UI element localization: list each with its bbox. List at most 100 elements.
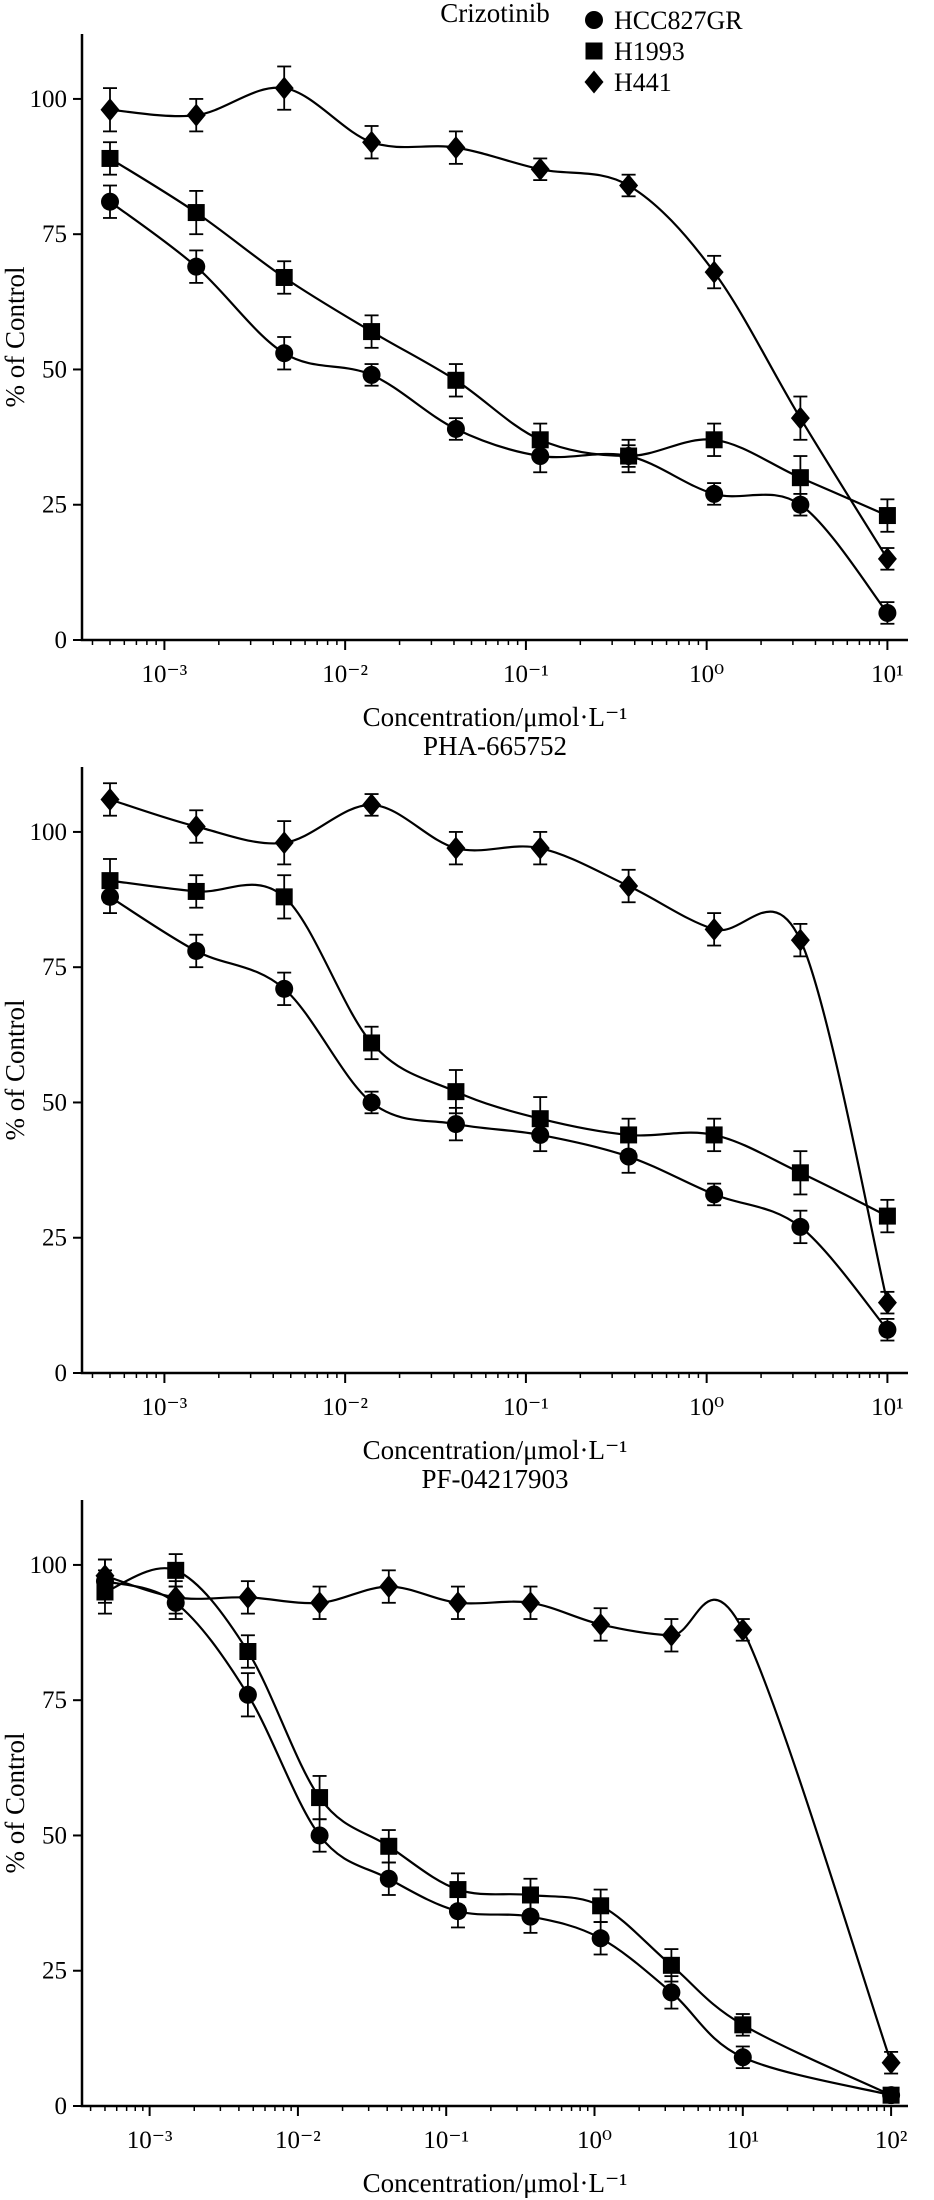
x-tick-label: 10¹ (871, 661, 904, 688)
square-marker-icon (592, 1897, 610, 1915)
diamond-marker-icon (877, 1291, 897, 1315)
square-marker-icon (705, 431, 723, 449)
diamond-marker-icon (310, 1591, 330, 1615)
x-tick-label: 10⁻¹ (503, 1394, 549, 1421)
chart-crizotinib: Crizotinib 0 25 50 75 100 10⁻³ 10⁻² 10⁻¹ 10⁰ 10¹ Co… (0, 0, 908, 732)
diamond-marker-icon (661, 1623, 681, 1647)
y-axis-label: % of Control (0, 267, 30, 408)
circle-marker-icon (878, 1320, 897, 1339)
circle-marker-icon (238, 1685, 257, 1704)
circle-marker-icon (362, 1093, 381, 1112)
diamond-marker-icon (591, 1612, 611, 1636)
y-tick-label: 100 (30, 86, 68, 113)
diamond-marker-icon (448, 1591, 468, 1615)
diamond-marker-icon (100, 98, 120, 122)
fit-curve-H441 (109, 798, 889, 1303)
legend-square-icon (585, 42, 603, 60)
square-marker-icon (662, 1956, 680, 1974)
circle-marker-icon (187, 257, 206, 276)
diamond-marker-icon (95, 1564, 115, 1588)
y-tick-label: 50 (42, 1822, 67, 1849)
square-marker-icon (447, 371, 465, 389)
x-tick-label: 10⁻¹ (423, 2127, 469, 2154)
diamond-marker-icon (274, 831, 294, 855)
square-marker-icon (380, 1837, 398, 1855)
y-axis-label: % of Control (0, 1733, 30, 1874)
y-tick-label: 25 (42, 492, 67, 519)
circle-marker-icon (446, 419, 465, 438)
fit-curve-HCC827GR (109, 200, 889, 614)
fit-curve-H1993 (109, 157, 888, 517)
y-tick-label: 75 (42, 1687, 67, 1714)
chart-pha-665752: PHA-665752 0 25 50 75 100 10⁻³ 10⁻² 10⁻¹ 10⁰ 10¹ Co… (0, 733, 908, 1465)
square-marker-icon (620, 1126, 638, 1144)
square-marker-icon (275, 268, 293, 286)
diamond-marker-icon (790, 406, 810, 430)
diamond-marker-icon (704, 917, 724, 941)
square-marker-icon (791, 1164, 809, 1182)
square-marker-icon (620, 447, 638, 465)
x-axis-label: Concentration/μmol·L⁻¹ (363, 702, 628, 732)
y-tick-label: 75 (42, 954, 67, 981)
panel-crizotinib: Crizotinib 0 25 50 75 100 10⁻³ 10⁻² 10⁻¹ 10⁰ 10¹ Co… (0, 0, 934, 733)
circle-marker-icon (705, 484, 724, 503)
square-marker-icon (363, 323, 381, 341)
diamond-marker-icon (166, 1585, 186, 1609)
square-marker-icon (791, 469, 809, 487)
x-tick-label: 10⁻² (275, 2127, 321, 2154)
diamond-marker-icon (520, 1591, 540, 1615)
fit-curve-H441 (109, 86, 889, 560)
circle-marker-icon (733, 2048, 752, 2067)
circle-marker-icon (878, 603, 897, 622)
square-marker-icon (882, 2086, 900, 2104)
chart-title: PF-04217903 (421, 1466, 568, 1494)
square-marker-icon (878, 507, 896, 525)
fit-curve-H1993 (104, 1567, 892, 2097)
square-marker-icon (705, 1126, 723, 1144)
legend-circle-icon (585, 11, 603, 29)
axis-spines (80, 34, 908, 642)
chart-pf-04217903: PF-04217903 0 25 50 75 100 10⁻³ 10⁻² 10⁻¹ 10⁰ 10¹ 1… (0, 1466, 908, 2198)
circle-marker-icon (791, 1217, 810, 1236)
x-tick-label: 10⁰ (689, 661, 724, 688)
y-tick-label: 100 (30, 1552, 68, 1579)
square-marker-icon (363, 1034, 381, 1052)
diamond-marker-icon (733, 1618, 753, 1642)
diamond-marker-icon (790, 928, 810, 952)
diamond-marker-icon (704, 260, 724, 284)
y-axis-label: % of Control (0, 1000, 30, 1141)
square-marker-icon (449, 1881, 467, 1899)
square-marker-icon (531, 431, 549, 449)
y-tick-label: 75 (42, 221, 67, 248)
circle-marker-icon (705, 1185, 724, 1204)
diamond-marker-icon (186, 103, 206, 127)
legend-label: H441 (614, 68, 672, 97)
square-marker-icon (734, 2016, 752, 2034)
square-marker-icon (239, 1643, 257, 1660)
chart-title: Crizotinib (440, 0, 550, 28)
diamond-marker-icon (100, 787, 120, 811)
x-tick-label: 10⁻³ (142, 661, 188, 688)
y-tick-label: 50 (42, 356, 67, 383)
circle-marker-icon (619, 1147, 638, 1166)
diamond-marker-icon (877, 547, 897, 571)
diamond-marker-icon (530, 836, 550, 860)
diamond-marker-icon (362, 130, 382, 154)
y-tick-label: 0 (55, 2093, 68, 2120)
diamond-marker-icon (530, 157, 550, 181)
diamond-marker-icon (379, 1575, 399, 1599)
diamond-marker-icon (619, 874, 639, 898)
circle-marker-icon (662, 1983, 681, 2002)
diamond-marker-icon (186, 815, 206, 839)
x-tick-label: 10¹ (871, 1394, 904, 1421)
y-tick-label: 100 (30, 819, 68, 846)
square-marker-icon (187, 204, 205, 222)
square-marker-icon (101, 149, 119, 167)
panel-pf-04217903: PF-04217903 0 25 50 75 100 10⁻³ 10⁻² 10⁻¹ 10⁰ 10¹ 1… (0, 1466, 934, 2199)
y-tick-label: 50 (42, 1089, 67, 1116)
circle-marker-icon (275, 344, 294, 363)
circle-marker-icon (310, 1826, 329, 1845)
circle-marker-icon (187, 941, 206, 960)
